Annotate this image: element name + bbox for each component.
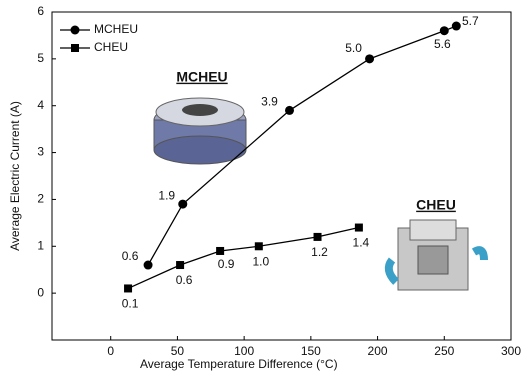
legend-marker [71, 44, 79, 52]
data-label: 0.6 [122, 249, 139, 263]
plot-frame [51, 11, 512, 341]
annotation: CHEU [416, 197, 456, 213]
y-tick-label: 3 [37, 145, 44, 159]
x-tick-label: 150 [301, 344, 321, 358]
marker [365, 54, 375, 64]
marker [143, 260, 153, 270]
mcheu-image [153, 97, 247, 165]
data-label: 5.6 [434, 37, 451, 51]
data-label: 0.9 [218, 257, 235, 271]
x-tick-label: 100 [234, 344, 254, 358]
y-axis-label: Average Electric Current (A) [8, 101, 22, 251]
data-label: 3.9 [261, 95, 278, 109]
data-label: 0.6 [176, 273, 193, 287]
marker [451, 21, 461, 31]
data-label: 5.0 [345, 41, 362, 55]
y-tick-label: 6 [37, 4, 44, 18]
legend-label: CHEU [94, 40, 128, 54]
x-tick-label: 50 [171, 344, 185, 358]
marker [254, 242, 263, 251]
annotation: MCHEU [176, 69, 227, 85]
y-tick-label: 5 [37, 51, 44, 65]
legend-marker [70, 25, 80, 35]
x-tick-label: 200 [368, 344, 388, 358]
y-tick-label: 1 [37, 238, 44, 252]
marker [439, 26, 449, 36]
y-tick-label: 2 [37, 192, 44, 206]
data-label: 1.0 [252, 254, 269, 268]
legend-label: MCHEU [94, 22, 138, 36]
marker [313, 232, 322, 241]
cheu-image [384, 219, 488, 291]
y-tick-label: 4 [37, 98, 44, 112]
marker [178, 199, 188, 209]
y-tick-label: 0 [37, 285, 44, 299]
data-label: 1.4 [353, 236, 370, 250]
data-label: 5.7 [462, 14, 479, 28]
marker [285, 105, 295, 115]
marker [354, 223, 363, 232]
x-axis-label: Average Temperature Difference (°C) [140, 357, 338, 371]
marker [176, 261, 185, 270]
x-tick-label: 250 [434, 344, 454, 358]
data-label: 0.1 [122, 297, 139, 311]
x-tick-label: 0 [107, 344, 114, 358]
data-label: 1.2 [311, 245, 328, 259]
marker [124, 284, 133, 293]
x-tick-label: 300 [501, 344, 521, 358]
marker [216, 246, 225, 255]
data-label: 1.9 [158, 188, 175, 202]
series-line [127, 226, 360, 290]
